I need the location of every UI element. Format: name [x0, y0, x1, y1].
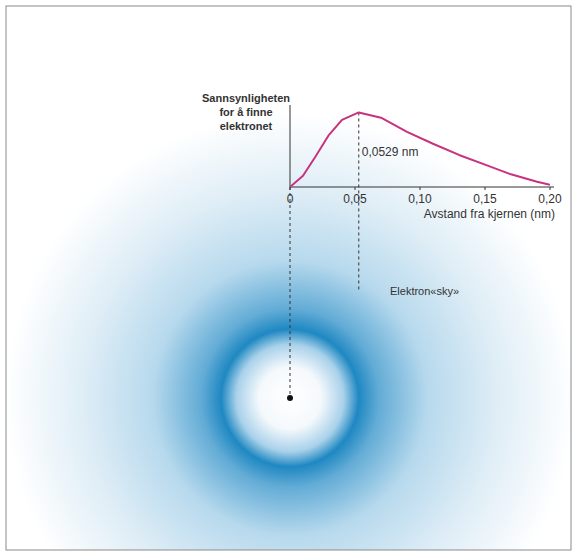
frame — [6, 6, 571, 550]
chart-root: 00,050,100,150,20Avstand fra kjernen (nm… — [0, 0, 577, 556]
peak-annotation: 0,0529 nm — [362, 145, 419, 159]
x-tick-label: 0,15 — [473, 192, 497, 206]
x-tick-label: 0,20 — [538, 192, 562, 206]
x-tick — [550, 187, 551, 190]
electron-cloud — [6, 113, 571, 550]
x-tick-label: 0,10 — [408, 192, 432, 206]
cloud-label: Elektron«sky» — [390, 285, 459, 297]
x-axis — [290, 187, 554, 188]
nucleus — [287, 395, 293, 401]
x-tick — [420, 187, 421, 190]
y-axis-label-line: Sannsynligheten — [202, 92, 290, 104]
y-axis-label: Sannsynligheten for å finne elektronet — [202, 92, 290, 132]
x-axis-label: Avstand fra kjernen (nm) — [424, 207, 555, 221]
cloud-group — [6, 113, 571, 550]
nucleus-guide — [290, 187, 291, 398]
x-tick — [355, 187, 356, 190]
y-axis-label-line: for å finne — [219, 106, 272, 118]
y-axis — [290, 105, 291, 187]
peak-guide — [358, 112, 359, 292]
probability-curve — [290, 112, 550, 187]
x-tick — [485, 187, 486, 190]
x-tick-label: 0,05 — [343, 192, 367, 206]
plot-group — [290, 112, 550, 187]
y-axis-label-line: elektronet — [220, 120, 273, 132]
